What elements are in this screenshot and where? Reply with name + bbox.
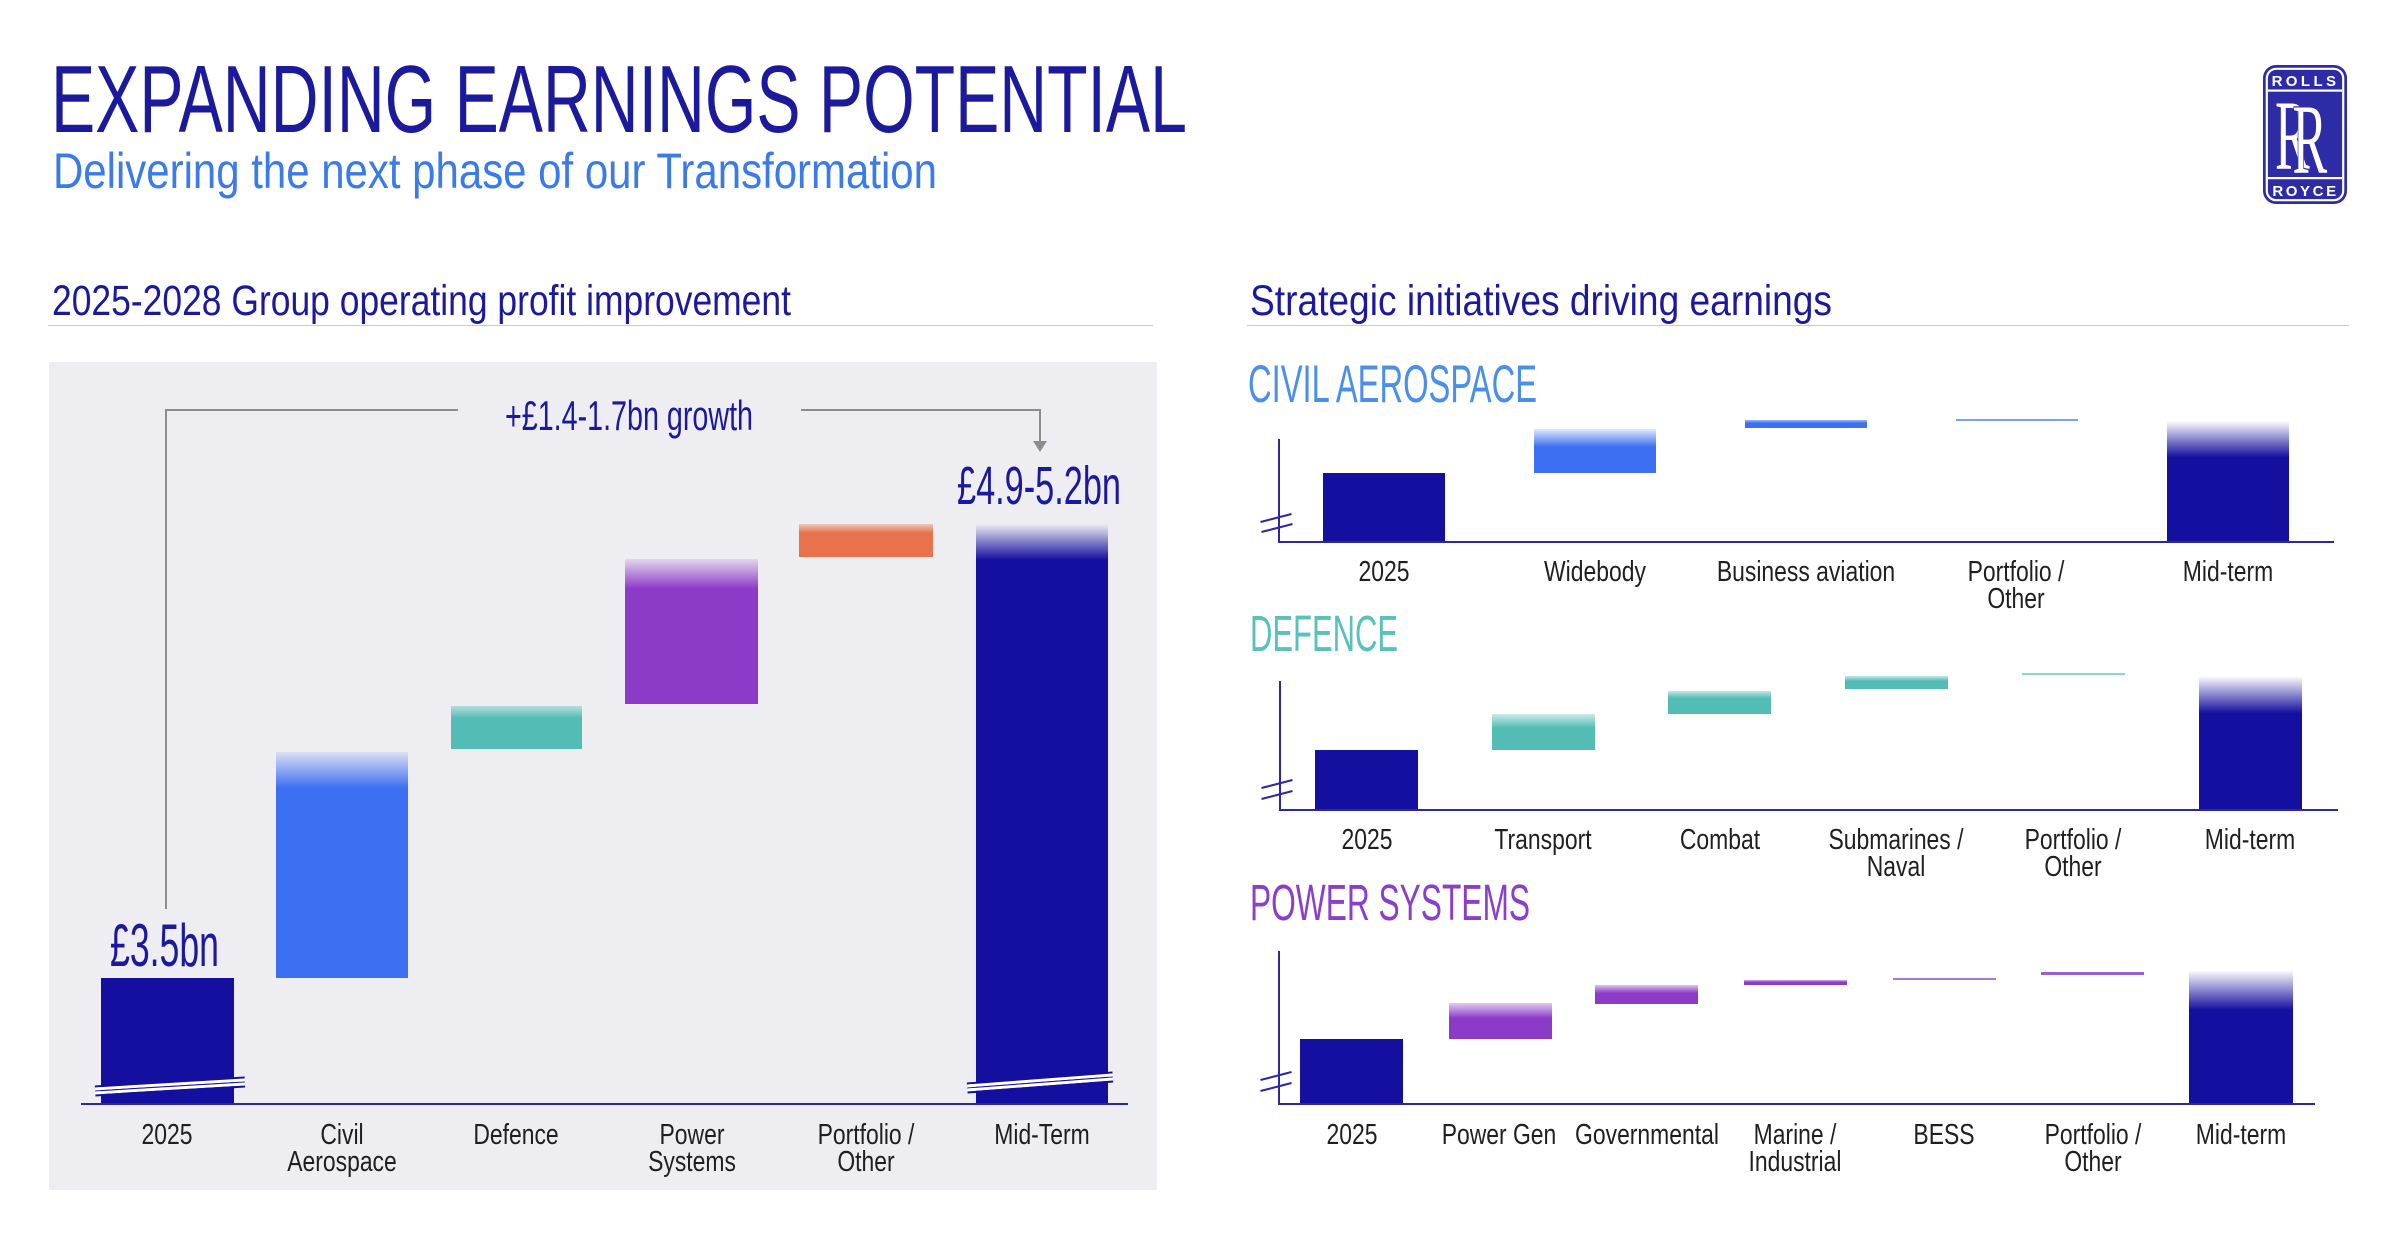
svg-text:R: R bbox=[2293, 84, 2328, 194]
svg-text:ROYCE: ROYCE bbox=[2272, 183, 2338, 200]
svg-text:R: R bbox=[2275, 80, 2310, 190]
svg-text:ROLLS: ROLLS bbox=[2272, 72, 2340, 89]
